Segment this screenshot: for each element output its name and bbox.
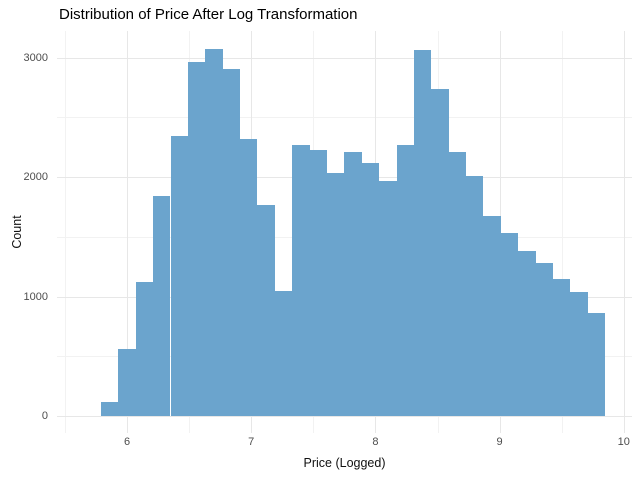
histogram-bar — [500, 233, 519, 417]
minor-gridline-y — [57, 117, 632, 119]
histogram-bar — [205, 49, 223, 417]
chart-title: Distribution of Price After Log Transfor… — [59, 6, 358, 23]
major-gridline-y — [57, 57, 632, 59]
histogram-bar — [570, 291, 588, 417]
histogram-bar — [170, 136, 188, 417]
x-tick-label: 9 — [496, 436, 503, 448]
histogram-bar — [274, 290, 293, 417]
major-gridline-y — [57, 416, 632, 418]
histogram-bar — [431, 88, 449, 417]
y-tick-label: 1000 — [23, 290, 48, 303]
major-gridline-x — [127, 31, 129, 433]
histogram-bar — [535, 263, 553, 417]
plot-panel — [57, 31, 632, 433]
histogram-bar — [153, 196, 171, 417]
x-axis-title: Price (Logged) — [303, 456, 386, 470]
minor-gridline-x — [561, 31, 563, 433]
histogram-bar — [553, 278, 571, 417]
histogram-bar — [379, 180, 397, 417]
histogram-bar — [466, 175, 484, 417]
minor-gridline-x — [64, 31, 66, 433]
y-tick-label: 3000 — [23, 51, 48, 64]
y-tick-label: 2000 — [23, 171, 48, 184]
x-tick-label: 10 — [617, 436, 630, 448]
histogram-bar — [518, 251, 536, 417]
histogram-bar — [448, 151, 467, 417]
histogram-bar — [187, 62, 206, 417]
histogram-bar — [587, 313, 606, 417]
histogram-bar — [361, 162, 380, 417]
histogram-bar — [257, 204, 275, 417]
histogram-bar — [396, 144, 414, 417]
histogram-bar — [326, 173, 345, 417]
y-axis-title: Count — [10, 215, 24, 249]
x-tick-label: 6 — [123, 436, 131, 448]
histogram-bar — [100, 401, 119, 417]
histogram-bar — [483, 216, 501, 417]
histogram-bar — [240, 138, 258, 417]
histogram-bar — [292, 144, 310, 417]
x-tick-label: 8 — [372, 436, 379, 448]
histogram-bar — [309, 149, 327, 417]
histogram-bar — [413, 50, 432, 416]
histogram-bar — [135, 282, 154, 417]
y-tick-label: 0 — [41, 410, 48, 423]
histogram-bar — [344, 151, 362, 417]
major-gridline-x — [623, 31, 625, 433]
histogram-bar — [118, 349, 136, 417]
x-tick-label: 7 — [248, 436, 255, 448]
histogram-bar — [222, 69, 241, 417]
